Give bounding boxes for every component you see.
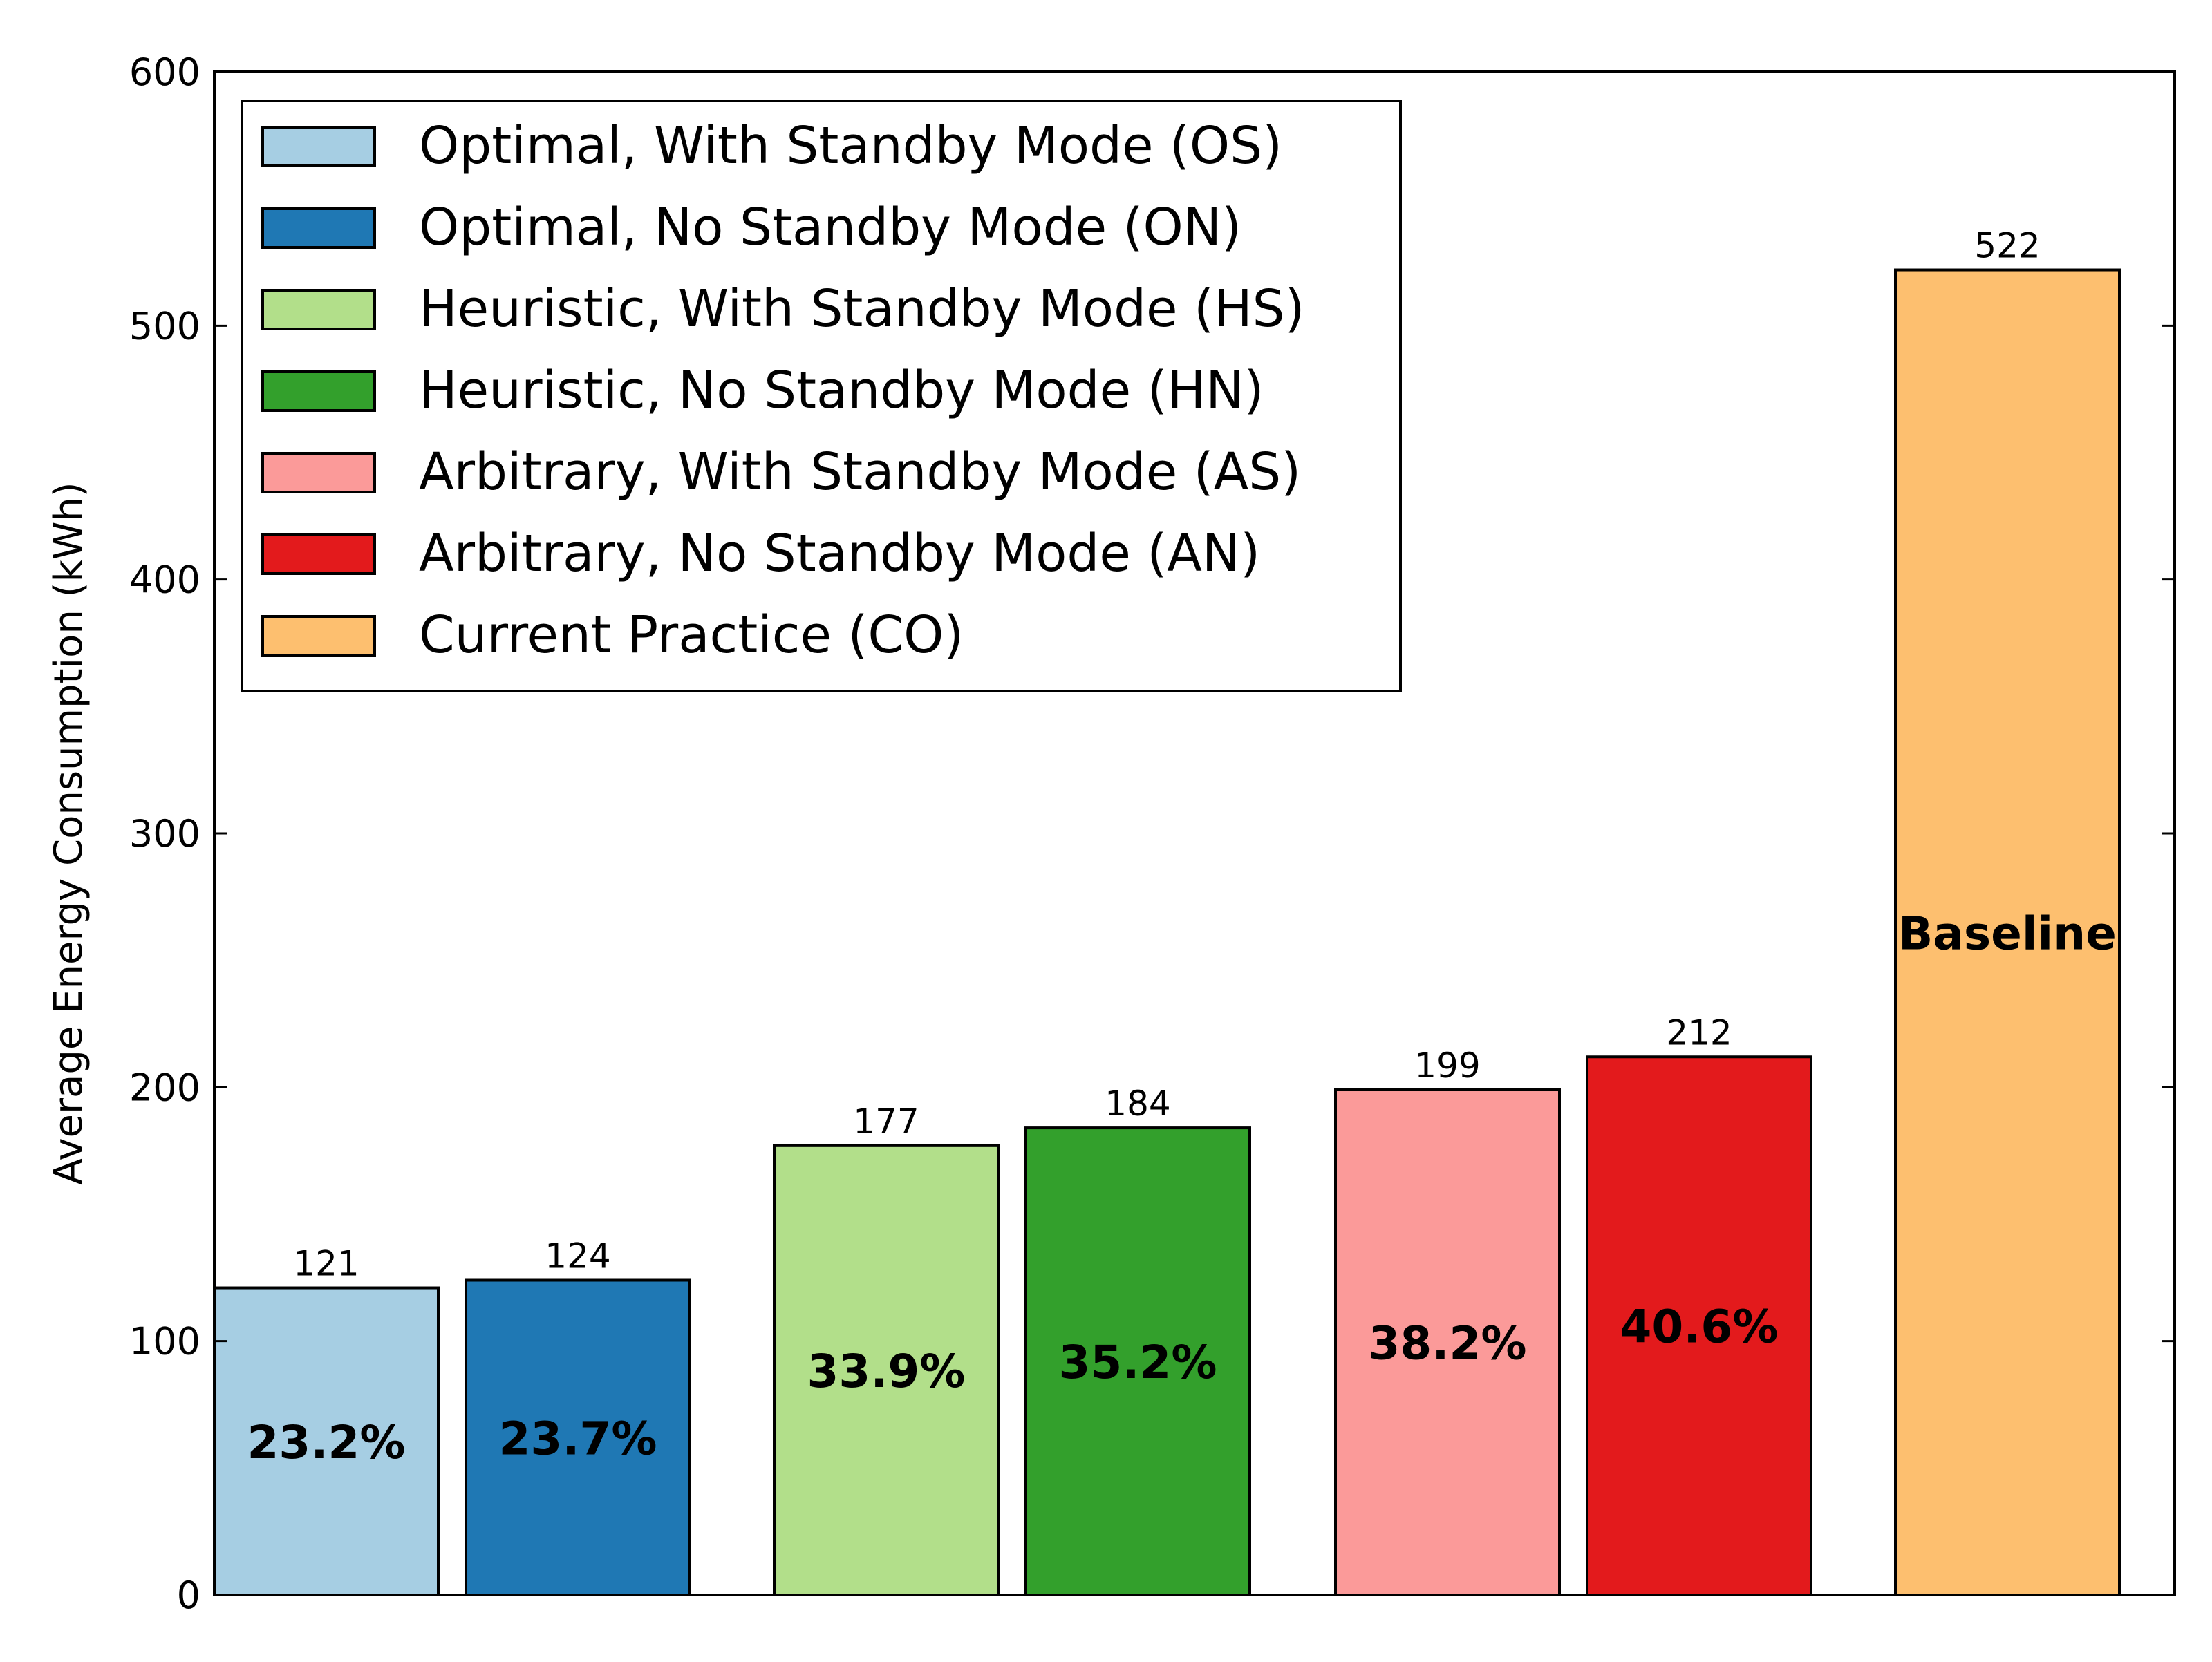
legend-frame	[241, 100, 1402, 692]
bar-inner-label-0: 23.2%	[247, 1416, 406, 1469]
y-tick-label-4: 400	[129, 558, 200, 602]
legend-swatch-3	[261, 370, 376, 412]
legend-entry-5: Arbitrary, No Standby Mode (AN)	[419, 524, 1260, 583]
bar-0	[213, 1286, 440, 1596]
bar-inner-label-6: Baseline	[1898, 907, 2117, 960]
legend-swatch-2	[261, 289, 376, 330]
y-tick-label-0: 0	[177, 1574, 200, 1617]
y-tick-label-1: 100	[129, 1320, 200, 1363]
legend-swatch-0	[261, 126, 376, 167]
bar-6	[1894, 268, 2121, 1596]
legend-entry-4: Arbitrary, With Standby Mode (AS)	[419, 442, 1301, 502]
y-tick-label-2: 200	[129, 1066, 200, 1109]
bar-inner-label-2: 33.9%	[807, 1345, 966, 1398]
y-tick-label-3: 300	[129, 812, 200, 856]
bar-inner-label-4: 38.2%	[1369, 1317, 1527, 1370]
bar-value-label-4: 199	[1414, 1046, 1480, 1086]
bar-value-label-0: 121	[293, 1244, 359, 1284]
bar-value-label-3: 184	[1105, 1084, 1170, 1124]
bar-value-label-2: 177	[853, 1102, 919, 1142]
legend: Optimal, With Standby Mode (OS) Optimal, …	[241, 100, 1402, 692]
legend-entry-1: Optimal, No Standby Mode (ON)	[419, 198, 1241, 257]
bar-3	[1024, 1126, 1251, 1596]
bar-value-label-5: 212	[1666, 1012, 1732, 1052]
legend-swatch-4	[261, 452, 376, 493]
axes-layer: 0 100 200 300 400 500 600	[129, 50, 2176, 1617]
bar-inner-label-5: 40.6%	[1620, 1301, 1779, 1354]
legend-swatch-6	[261, 615, 376, 657]
bar-2	[773, 1144, 1000, 1596]
bar-value-label-1: 124	[545, 1236, 610, 1276]
y-tick-label-6: 600	[129, 50, 200, 94]
bar-inner-label-3: 35.2%	[1059, 1336, 1217, 1389]
y-tick-label-5: 500	[129, 304, 200, 348]
legend-entry-6: Current Practice (CO)	[419, 605, 964, 665]
legend-swatch-5	[261, 533, 376, 575]
bar-5	[1586, 1055, 1812, 1596]
legend-entry-3: Heuristic, No Standby Mode (HN)	[419, 361, 1264, 420]
bar-inner-label-1: 23.7%	[499, 1412, 657, 1465]
bar-4	[1334, 1088, 1561, 1597]
legend-entry-2: Heuristic, With Standby Mode (HS)	[419, 279, 1304, 339]
bars-layer: 121 23.2% 124 23.7% 177 33.9% 184 35.2% 199 38.2%…	[213, 226, 2121, 1597]
legend-entry-0: Optimal, With Standby Mode (OS)	[419, 116, 1282, 176]
y-axis-title: Average Energy Consumption (kWh)	[46, 482, 91, 1184]
bar-value-label-6: 522	[1974, 226, 2040, 266]
legend-swatch-1	[261, 207, 376, 249]
